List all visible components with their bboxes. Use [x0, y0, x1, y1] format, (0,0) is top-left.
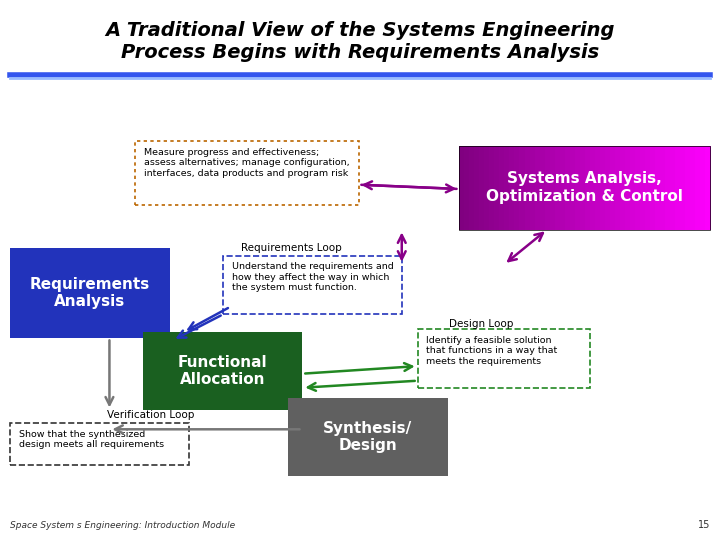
Bar [524, 146, 530, 230]
Text: 15: 15 [698, 520, 710, 530]
Text: Design Loop: Design Loop [449, 319, 513, 329]
Bar [600, 146, 606, 230]
Bar [620, 146, 626, 230]
Bar [510, 146, 516, 230]
Bar [575, 146, 580, 230]
Bar [10, 423, 189, 465]
Bar [418, 329, 590, 388]
Bar [10, 248, 170, 338]
Bar [539, 146, 545, 230]
Text: Requirements Loop: Requirements Loop [241, 244, 342, 253]
Bar [705, 146, 711, 230]
Bar [135, 141, 359, 205]
Bar [665, 146, 670, 230]
Bar [459, 146, 710, 230]
Bar [520, 146, 525, 230]
Bar [288, 398, 448, 476]
Bar [690, 146, 696, 230]
Bar [570, 146, 575, 230]
Bar [695, 146, 701, 230]
Bar [590, 146, 595, 230]
Bar [685, 146, 690, 230]
Bar [480, 146, 485, 230]
Text: Show that the synthesized
design meets all requirements: Show that the synthesized design meets a… [19, 430, 164, 449]
Text: Understand the requirements and
how they affect the way in which
the system must: Understand the requirements and how they… [232, 262, 394, 292]
Bar [554, 146, 560, 230]
Bar [549, 146, 555, 230]
Bar [459, 146, 465, 230]
Bar [625, 146, 631, 230]
Bar [660, 146, 665, 230]
Bar [580, 146, 585, 230]
Bar [490, 146, 495, 230]
Bar [610, 146, 616, 230]
Bar [495, 146, 500, 230]
Text: Functional
Allocation: Functional Allocation [178, 355, 267, 388]
Bar [700, 146, 706, 230]
Bar [505, 146, 510, 230]
Bar [143, 332, 302, 410]
Bar [675, 146, 680, 230]
Bar [464, 146, 470, 230]
Bar [595, 146, 600, 230]
Text: Space System s Engineering: Introduction Module: Space System s Engineering: Introduction… [10, 521, 235, 530]
Bar [605, 146, 611, 230]
Text: Requirements
Analysis: Requirements Analysis [30, 276, 150, 309]
Text: Synthesis/
Design: Synthesis/ Design [323, 421, 413, 454]
Bar [635, 146, 641, 230]
Text: Verification Loop: Verification Loop [107, 410, 194, 420]
Text: Identify a feasible solution
that functions in a way that
meets the requirements: Identify a feasible solution that functi… [426, 336, 557, 366]
Bar [485, 146, 490, 230]
Bar [559, 146, 565, 230]
Bar [544, 146, 550, 230]
Bar [585, 146, 590, 230]
Text: A Traditional View of the Systems Engineering
Process Begins with Requirements A: A Traditional View of the Systems Engine… [105, 21, 615, 62]
Bar [649, 146, 655, 230]
Bar [223, 256, 402, 314]
Bar [534, 146, 540, 230]
Bar [680, 146, 685, 230]
Bar [564, 146, 570, 230]
Bar [654, 146, 660, 230]
Bar [615, 146, 621, 230]
Bar [529, 146, 535, 230]
Bar [500, 146, 505, 230]
Text: Systems Analysis,
Optimization & Control: Systems Analysis, Optimization & Control [486, 172, 683, 204]
Bar [630, 146, 636, 230]
Text: Measure progress and effectiveness;
assess alternatives; manage configuration,
i: Measure progress and effectiveness; asse… [144, 148, 350, 178]
Bar [515, 146, 521, 230]
Bar [469, 146, 475, 230]
Bar [670, 146, 675, 230]
Bar [474, 146, 480, 230]
Bar [645, 146, 650, 230]
Bar [640, 146, 646, 230]
